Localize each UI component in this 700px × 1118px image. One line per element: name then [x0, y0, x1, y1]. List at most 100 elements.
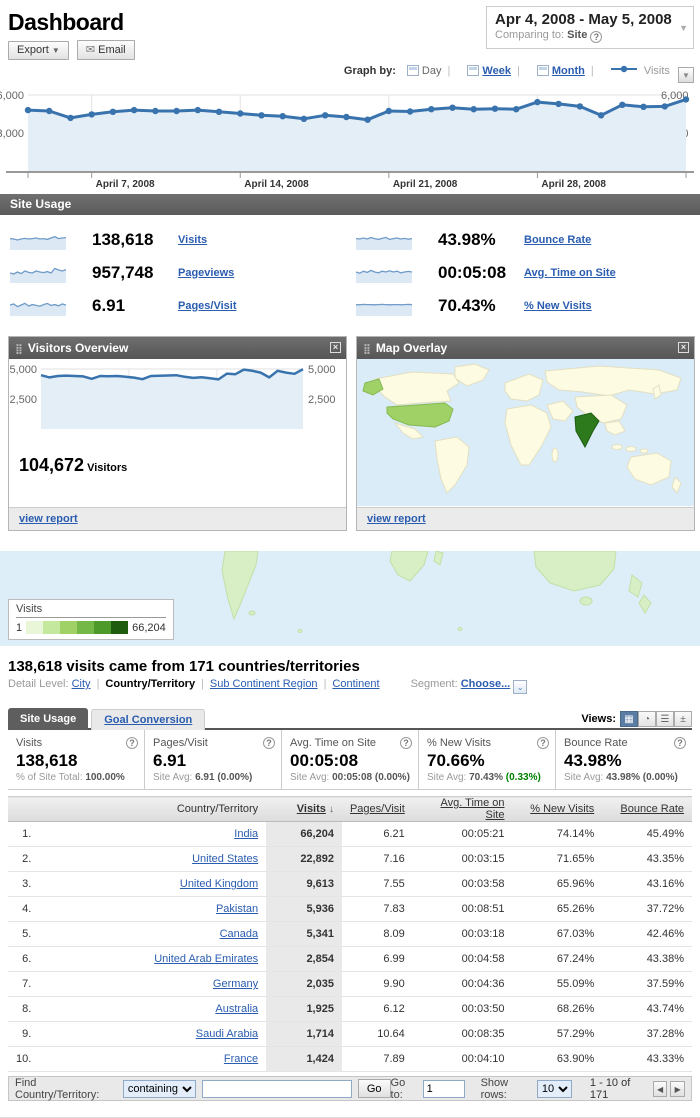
goto-input[interactable]: [422, 1079, 465, 1098]
svg-text:April 14, 2008: April 14, 2008: [244, 179, 309, 190]
widget-header[interactable]: ⣿ Map Overlay ×: [357, 337, 694, 359]
cell-bounce-rate: 37.59%: [602, 971, 692, 997]
show-rows-select[interactable]: 10: [536, 1079, 572, 1098]
cell-visits: 1,714: [266, 1021, 342, 1047]
country-link[interactable]: Australia: [215, 1003, 259, 1015]
tab-site-usage[interactable]: Site Usage: [8, 708, 89, 730]
help-icon[interactable]: ?: [263, 737, 275, 749]
metric-link[interactable]: % New Visits: [524, 299, 592, 312]
comparison-view-icon[interactable]: ±: [674, 711, 692, 727]
chevron-down-icon[interactable]: ⌄: [513, 680, 528, 694]
cell-visits: 9,613: [266, 871, 342, 897]
cell-pages-visit: 6.21: [341, 821, 413, 847]
comparing-row: Comparing to: Site ?: [495, 29, 673, 43]
date-range: Apr 4, 2008 - May 5, 2008: [495, 11, 672, 28]
cell-pages-visit: 7.89: [341, 1046, 413, 1072]
cell-new-visits: 65.26%: [512, 896, 603, 922]
close-icon[interactable]: ×: [678, 342, 689, 353]
widget-header[interactable]: ⣿ Visitors Overview ×: [9, 337, 346, 359]
metric-link[interactable]: Avg. Time on Site: [524, 266, 616, 279]
widget-title: Visitors Overview: [27, 341, 129, 355]
help-icon[interactable]: ?: [674, 737, 686, 749]
metric-link[interactable]: Pages/Visit: [178, 299, 237, 312]
country-link[interactable]: United Kingdom: [179, 878, 259, 890]
help-icon[interactable]: ?: [590, 31, 603, 43]
chevron-down-icon[interactable]: ▼: [679, 23, 688, 33]
table-row: 3. United Kingdom 9,613 7.55 00:03:58 65.96% 4…: [8, 871, 692, 897]
cell-pages-visit: 7.83: [341, 896, 413, 922]
country-link[interactable]: United States: [192, 853, 259, 865]
view-report-link[interactable]: view report: [367, 513, 426, 525]
segment-label: Segment:: [410, 678, 458, 690]
drag-handle-icon[interactable]: ⣿: [363, 344, 371, 355]
col-pages-visit[interactable]: Pages/Visit: [341, 796, 413, 822]
scorecard-visits: Visits? 138,618 % of Site Total: 100.00%: [8, 730, 145, 789]
country-link[interactable]: India: [234, 828, 259, 840]
country-link[interactable]: United Arab Emirates: [154, 953, 259, 965]
scorecard-row: Visits? 138,618 % of Site Total: 100.00%…: [8, 730, 692, 790]
sparkline-avg-time: [355, 269, 413, 283]
table-footer: Find Country/Territory: containing Go Go…: [8, 1076, 692, 1101]
svg-text:April 28, 2008: April 28, 2008: [541, 179, 606, 190]
graph-by-week[interactable]: Week: [482, 65, 511, 77]
svg-text:6,000: 6,000: [661, 90, 689, 102]
visitors-overview-chart[interactable]: 5,000 5,000 2,500 2,500: [9, 359, 346, 449]
metric-link[interactable]: Visits: [178, 233, 208, 246]
next-page-button[interactable]: ▶: [670, 1080, 685, 1097]
comparing-label: Comparing to:: [495, 29, 565, 41]
help-icon[interactable]: ?: [126, 737, 138, 749]
help-icon[interactable]: ?: [537, 737, 549, 749]
graph-by-month[interactable]: Month: [551, 65, 585, 77]
row-rank: 1.: [8, 821, 40, 847]
export-button[interactable]: Export ▼: [8, 41, 69, 60]
match-type-select[interactable]: containing: [122, 1079, 196, 1098]
countries-table: Country/Territory Visits ↓ Pages/Visit A…: [8, 796, 692, 1072]
prev-page-button[interactable]: ◀: [652, 1080, 668, 1097]
table-view-icon[interactable]: ▦: [620, 711, 638, 727]
metric-link[interactable]: Pageviews: [178, 266, 235, 279]
metric-bounce-rate: 43.98% Bounce Rate: [354, 223, 700, 256]
pie-view-icon[interactable]: ◔: [638, 711, 656, 727]
country-link[interactable]: France: [223, 1053, 259, 1065]
cell-visits: 1,424: [266, 1046, 342, 1072]
col-visits[interactable]: Visits ↓: [266, 796, 342, 822]
help-icon[interactable]: ?: [400, 737, 412, 749]
country-link[interactable]: Canada: [219, 928, 259, 940]
col-country[interactable]: Country/Territory: [8, 796, 267, 822]
segment-choose-link[interactable]: Choose...: [460, 678, 511, 690]
col-avg-time[interactable]: Avg. Time on Site: [412, 796, 513, 822]
cell-visits: 1,925: [266, 996, 342, 1022]
bar-view-icon[interactable]: ☰: [656, 711, 674, 727]
view-report-link[interactable]: view report: [19, 513, 78, 525]
table-row: 2. United States 22,892 7.16 00:03:15 71.65% 4…: [8, 846, 692, 872]
detail-level-city[interactable]: City: [71, 678, 91, 690]
close-icon[interactable]: ×: [330, 342, 341, 353]
go-button[interactable]: Go: [357, 1079, 391, 1098]
svg-text:April 21, 2008: April 21, 2008: [393, 179, 458, 190]
cell-visits: 5,341: [266, 921, 342, 947]
detail-level-subcontinent[interactable]: Sub Continent Region: [209, 678, 318, 690]
cell-bounce-rate: 43.38%: [602, 946, 692, 972]
detail-level-continent[interactable]: Continent: [332, 678, 380, 690]
tab-goal-conversion[interactable]: Goal Conversion: [91, 709, 206, 730]
graph-by-day[interactable]: Day: [421, 65, 442, 77]
country-link[interactable]: Pakistan: [215, 903, 259, 915]
metric-dropdown-button[interactable]: ▼: [678, 67, 694, 83]
table-header-row: Country/Territory Visits ↓ Pages/Visit A…: [8, 796, 692, 822]
country-link[interactable]: Germany: [212, 978, 259, 990]
views-switcher: Views: ▦ ◔ ☰ ±: [581, 711, 692, 727]
date-range-selector[interactable]: Apr 4, 2008 - May 5, 2008 Comparing to: …: [486, 6, 694, 49]
cell-new-visits: 67.03%: [512, 921, 603, 947]
find-input[interactable]: [201, 1079, 352, 1098]
metric-value: 00:05:08: [438, 262, 507, 282]
col-new-visits[interactable]: % New Visits: [512, 796, 603, 822]
country-link[interactable]: Saudi Arabia: [195, 1028, 259, 1040]
cell-new-visits: 65.96%: [512, 871, 603, 897]
metric-link[interactable]: Bounce Rate: [524, 233, 592, 246]
email-button[interactable]: ✉ Email: [76, 40, 135, 60]
world-map[interactable]: [357, 359, 694, 506]
drag-handle-icon[interactable]: ⣿: [15, 344, 23, 355]
col-bounce-rate[interactable]: Bounce Rate: [602, 796, 692, 822]
scorecard-avg-time: Avg. Time on Site? 00:05:08 Site Avg: 00…: [282, 730, 419, 789]
